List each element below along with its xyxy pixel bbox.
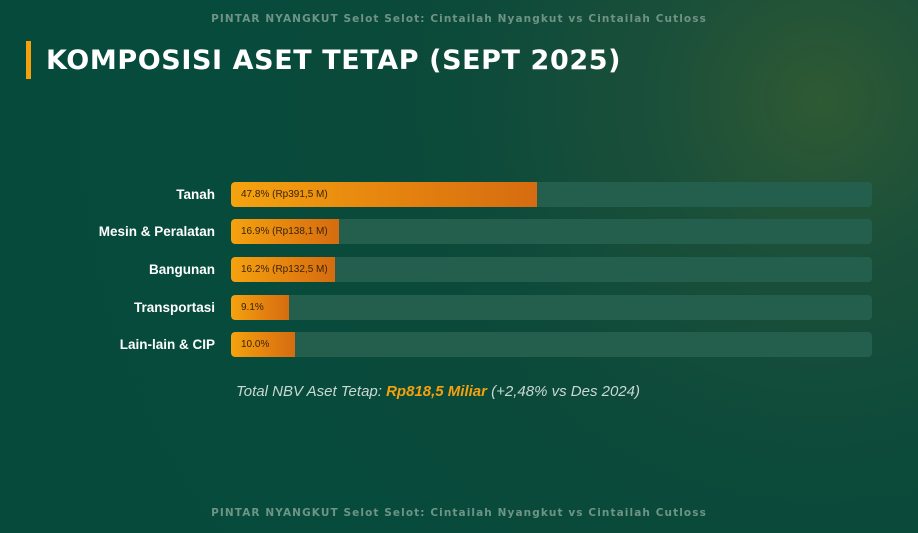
footnote-suffix: (+2,48% vs Des 2024) (486, 383, 640, 400)
bar-track: 47.8% (Rp391,5 M) (231, 182, 872, 207)
header-caption: PINTAR NYANGKUT Selot Selot: Cintailah N… (211, 13, 707, 25)
title-block: KOMPOSISI ASET TETAP (SEPT 2025) (26, 41, 621, 79)
category-label: Transportasi (133, 300, 215, 315)
bar: 10.0% (231, 332, 296, 357)
bar-track: 16.9% (Rp138,1 M) (231, 219, 872, 244)
bar-track: 10.0% (231, 332, 872, 357)
footnote-prefix: Total NBV Aset Tetap: (236, 383, 387, 400)
bar-value-label: 16.2% (Rp132,5 M) (241, 264, 328, 275)
bar: 16.2% (Rp132,5 M) (231, 257, 335, 282)
category-label: Mesin & Peralatan (98, 224, 215, 239)
category-label: Lain-lain & CIP (119, 337, 215, 352)
bar: 16.9% (Rp138,1 M) (231, 219, 340, 244)
bar-value-label: 9.1% (241, 302, 264, 313)
bar-value-label: 16.9% (Rp138,1 M) (241, 226, 328, 237)
bar-value-label: 10.0% (241, 339, 270, 350)
bar-value-label: 47.8% (Rp391,5 M) (241, 189, 328, 200)
category-label: Bangunan (149, 262, 215, 277)
category-label: Tanah (176, 187, 215, 202)
title-accent-bar (26, 41, 31, 79)
page-title: KOMPOSISI ASET TETAP (SEPT 2025) (46, 44, 622, 76)
bar-track: 16.2% (Rp132,5 M) (231, 257, 872, 282)
bar-track: 9.1% (231, 295, 872, 320)
bar: 9.1% (231, 295, 290, 320)
footnote-total-value: Rp818,5 Miliar (386, 383, 487, 400)
bar: 47.8% (Rp391,5 M) (231, 182, 538, 207)
footer-caption: PINTAR NYANGKUT Selot Selot: Cintailah N… (211, 507, 707, 519)
chart-footnote: Total NBV Aset Tetap: Rp818,5 Miliar (+2… (236, 383, 640, 400)
